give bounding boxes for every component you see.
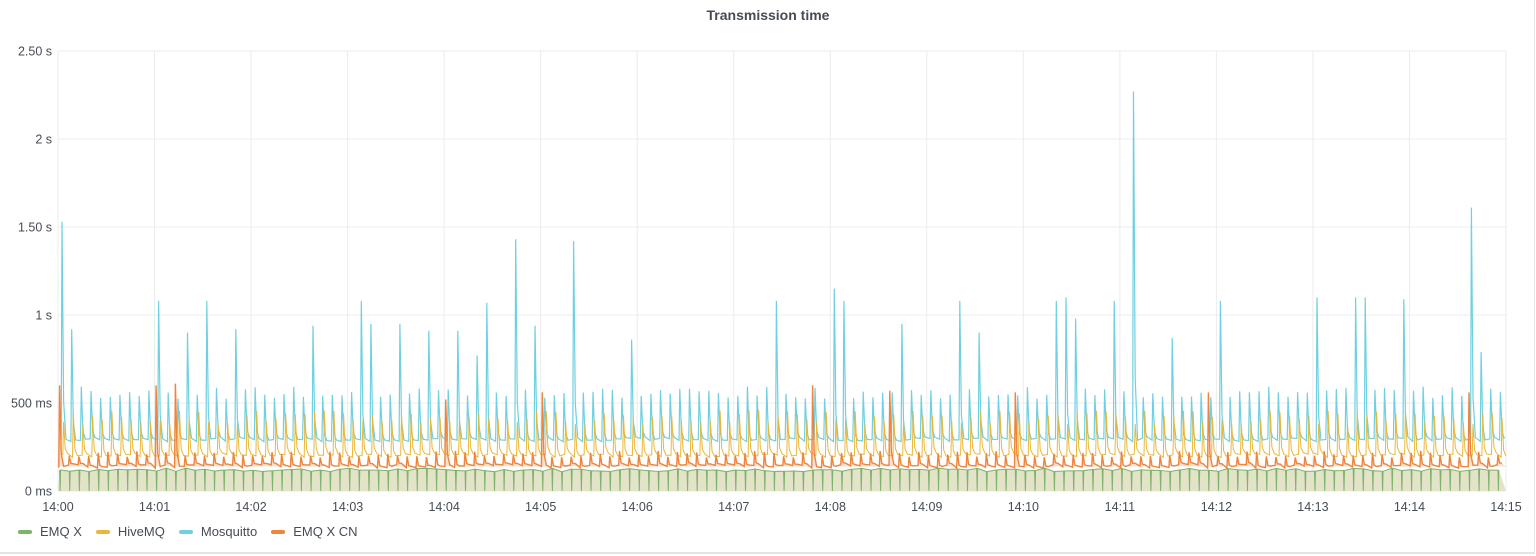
panel-title: Transmission time [706,7,830,23]
x-tick-label: 14:12 [1201,500,1232,514]
y-tick-label: 1 s [35,309,52,323]
series-line-hivemq [62,410,1507,459]
series-color-swatch [18,529,32,534]
x-tick-label: 14:00 [42,500,73,514]
y-axis: 0 ms 500 ms 1 s 1.50 s 2 s 2.50 s [11,45,52,499]
x-axis: 14:00 14:01 14:02 14:03 14:04 14:05 14:06 14:07… [42,500,1521,514]
grid-lines [57,50,1507,492]
legend-item-emqx-cn[interactable]: EMQ X CN [271,524,358,539]
series-line-emqx-cn [58,383,1503,470]
y-tick-label: 2.50 s [18,45,52,59]
y-tick-label: 2 s [35,133,52,147]
series-lines [58,91,1507,492]
series-line-emqx [59,467,1500,492]
legend-label: EMQ X [40,524,82,539]
series-area-emqx [58,468,1506,491]
legend-item-mosquitto[interactable]: Mosquitto [178,524,258,539]
x-tick-label: 14:03 [332,500,363,514]
x-tick-label: 14:10 [1008,500,1039,514]
legend-label: Mosquitto [200,524,258,539]
y-tick-label: 500 ms [11,397,52,411]
x-tick-label: 14:09 [911,500,942,514]
x-tick-label: 14:13 [1297,500,1328,514]
series-color-swatch [178,529,193,534]
x-tick-label: 14:14 [1394,500,1425,514]
legend-label: EMQ X CN [293,524,358,539]
series-line-mosquitto [60,91,1505,443]
legend-item-emqx[interactable]: EMQ X [18,524,82,539]
x-tick-label: 14:06 [622,500,653,514]
x-tick-label: 14:15 [1490,500,1521,514]
x-tick-label: 14:04 [428,500,459,514]
x-tick-label: 14:07 [718,500,749,514]
legend-label: HiveMQ [117,524,165,539]
x-tick-label: 14:08 [815,500,846,514]
y-tick-label: 1.50 s [18,221,52,235]
x-tick-label: 14:01 [139,500,170,514]
legend-item-hivemq[interactable]: HiveMQ [95,524,165,539]
x-tick-label: 14:05 [525,500,556,514]
x-tick-label: 14:02 [235,500,266,514]
legend: EMQ X HiveMQ Mosquitto EMQ X CN [18,524,358,539]
series-color-swatch [95,529,110,534]
y-tick-label: 0 ms [25,485,52,499]
x-tick-label: 14:11 [1105,500,1135,514]
series-color-swatch [271,529,286,534]
